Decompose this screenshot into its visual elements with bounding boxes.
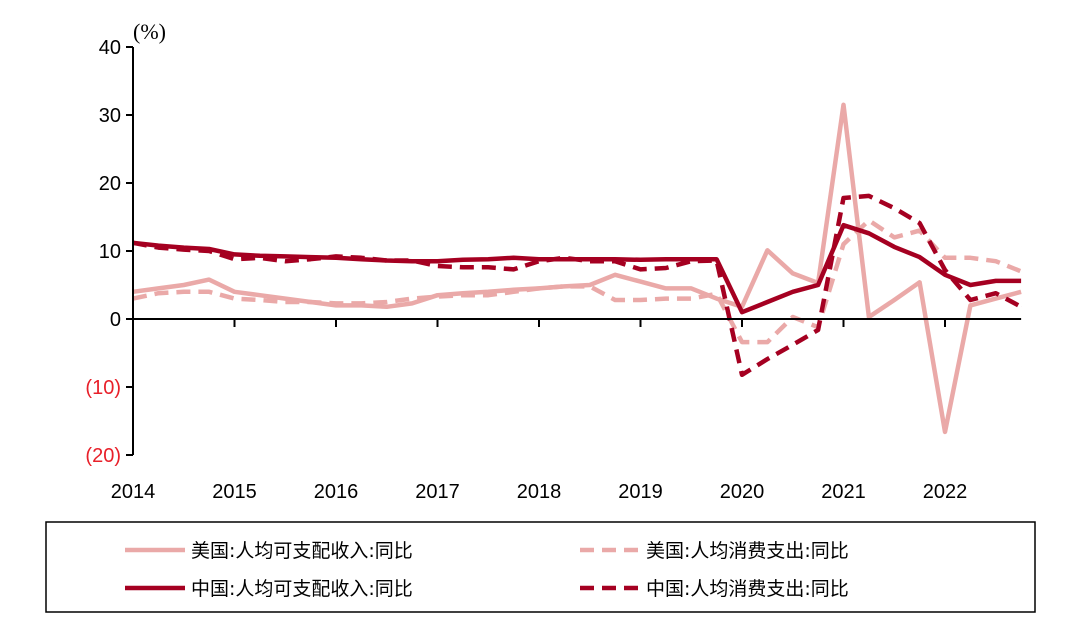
series-line xyxy=(133,105,1021,432)
series-1 xyxy=(133,105,1021,432)
y-tick-label: (10) xyxy=(85,377,121,399)
series-layer xyxy=(133,105,1021,432)
x-tick-label: 2017 xyxy=(415,481,460,503)
series-line xyxy=(133,220,1021,342)
series-2 xyxy=(133,220,1021,342)
legend-label: 美国:人均消费支出:同比 xyxy=(646,540,849,562)
legend-label: 中国:人均消费支出:同比 xyxy=(646,578,849,600)
x-tick-label: 2015 xyxy=(212,481,257,503)
y-tick-label: (20) xyxy=(85,445,121,467)
legend-label: 中国:人均可支配收入:同比 xyxy=(191,578,413,600)
y-tick-label: 30 xyxy=(99,105,121,127)
y-tick-label: 10 xyxy=(99,241,121,263)
y-tick-label: 40 xyxy=(99,37,121,59)
x-tick-label: 2022 xyxy=(923,481,968,503)
x-tick-label: 2020 xyxy=(720,481,765,503)
axes: 40 30 20 10 0 (10) (20) 2014 2015 2016 2017 2018 201… xyxy=(85,37,1021,503)
x-tick-label: 2019 xyxy=(618,481,663,503)
x-tick-label: 2021 xyxy=(821,481,866,503)
x-tick-label: 2018 xyxy=(517,481,562,503)
x-tick-label: 2014 xyxy=(111,481,156,503)
x-tick-label: 2016 xyxy=(314,481,359,503)
y-axis-unit-label: (%) xyxy=(133,19,166,44)
y-tick-label: 0 xyxy=(110,309,121,331)
y-tick-label: 20 xyxy=(99,173,121,195)
legend-label: 美国:人均可支配收入:同比 xyxy=(191,540,413,562)
